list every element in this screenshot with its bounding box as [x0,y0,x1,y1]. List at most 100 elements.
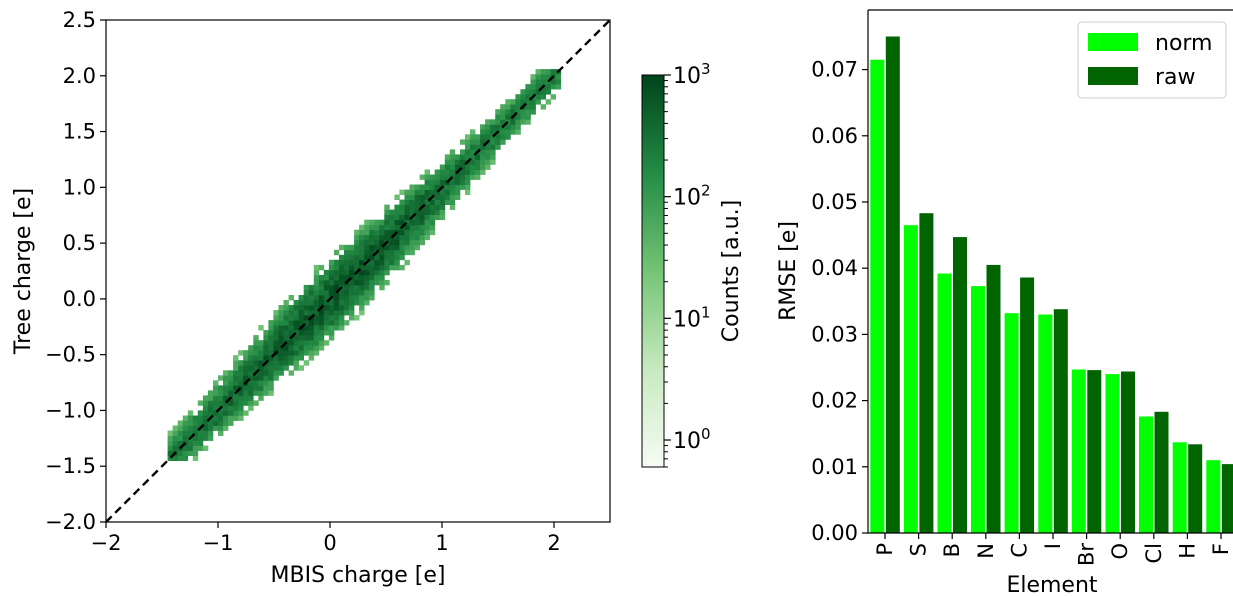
histogram-cell [293,330,299,336]
histogram-cell [465,184,471,190]
histogram-cell [530,74,536,80]
histogram-cell [298,330,304,336]
histogram-cell [480,139,486,145]
histogram-cell [177,450,184,456]
histogram-cell [409,234,415,241]
histogram-cell [243,390,249,396]
histogram-cell [243,355,249,361]
histogram-cell [303,340,310,346]
histogram-cell [349,315,355,321]
histogram-cell [318,300,325,306]
histogram-cell [349,310,355,316]
histogram-cell [374,259,380,266]
histogram-cell [399,234,405,241]
histogram-cell [545,84,551,90]
histogram-cell [243,410,249,416]
histogram-cell [268,355,274,361]
histogram-cell [187,440,194,446]
histogram-cell [268,390,274,396]
histogram-cell [434,214,441,221]
histogram-cell [298,315,304,321]
histogram-cell [540,89,546,95]
histogram-cell [500,104,506,110]
histogram-cell [545,69,551,75]
histogram-plot-frame [105,19,611,523]
histogram-cell [223,380,229,386]
histogram-cell [394,209,400,215]
histogram-cell [273,325,279,331]
x-tick-label: H [1175,543,1199,559]
histogram-cell [359,224,365,231]
histogram-cell [228,370,234,376]
histogram-cell [404,194,410,200]
histogram-cell [288,360,294,366]
histogram-cell [465,154,471,160]
x-tick-label: Cl [1142,543,1166,564]
histogram-cell [510,104,516,110]
histogram-cell [308,305,315,311]
histogram-cell [354,229,360,236]
histogram-cell [470,174,476,180]
histogram-cell [535,99,541,105]
histogram-cell [238,395,244,401]
histogram-cell [480,159,486,165]
histogram-cell [328,274,335,281]
histogram-cell [197,440,204,446]
histogram-cell [313,295,320,301]
histogram-cell [258,390,264,396]
histogram-cell [394,264,400,271]
histogram-cell [384,259,390,266]
histogram-cell [369,249,375,256]
histogram-cell [313,350,320,356]
histogram-cell [409,194,415,200]
histogram-cell [419,199,425,205]
histogram-cell [349,254,355,261]
histogram-cell [439,194,446,200]
histogram-cell [283,335,289,341]
histogram-cell [354,254,360,261]
histogram-cell [313,345,320,351]
histogram-cell [520,89,526,95]
histogram-cell [197,410,204,416]
histogram-cell [470,129,476,135]
histogram-cell [419,229,425,236]
histogram-cell [253,385,259,391]
histogram-cell [525,99,531,105]
histogram-cell [263,390,269,396]
histogram-cell [273,345,279,351]
histogram-cell [424,209,430,215]
histogram-cell [349,284,355,291]
histogram-cell [439,164,446,170]
histogram-cell [379,249,385,256]
histogram-cell [444,159,451,165]
histogram-cell [354,239,360,246]
histogram-cell [233,370,239,376]
histogram-cell [379,224,385,231]
x-tick-label: C [1007,543,1031,558]
histogram-cell [359,229,365,236]
histogram-cell [525,119,531,125]
histogram-cell [374,269,380,276]
histogram-cell [339,325,345,331]
histogram-cell [278,360,284,366]
histogram-cell [389,254,395,261]
histogram-cell [404,239,410,246]
histogram-cell [520,99,526,105]
histogram-cell [233,405,239,411]
histogram-cell [369,284,375,291]
histogram-cell [182,450,189,456]
histogram-cell [505,114,511,120]
histogram-cell [248,370,254,376]
histogram-cell [459,179,466,185]
histogram-cell [333,249,340,256]
histogram-cell [364,239,370,246]
histogram-cell [424,169,430,175]
histogram-cell [369,264,375,271]
histogram-cell [273,360,279,366]
histogram-cell [172,445,178,451]
histogram-cell [349,305,355,311]
histogram-cell [414,229,420,236]
histogram-cell [409,199,415,205]
histogram-cell [475,134,481,140]
bar-x-ticks: P S B N C I Br O Cl H F [873,533,1233,566]
